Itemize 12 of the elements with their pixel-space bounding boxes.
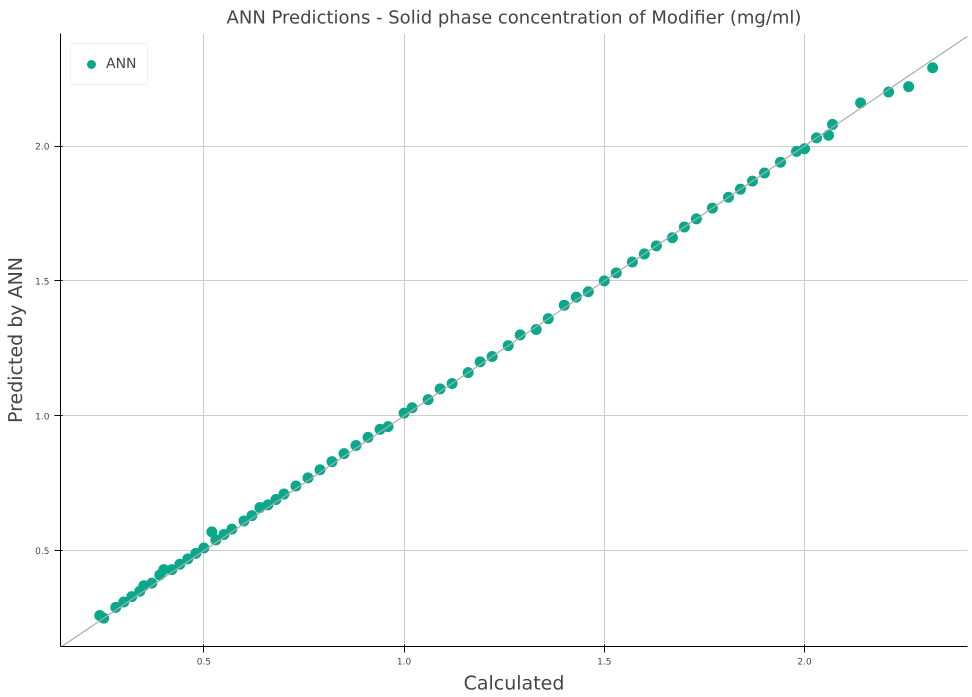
legend-label: ANN [106, 56, 137, 72]
x-tick-label: 1.5 [597, 658, 612, 668]
x-tick-label: 2.0 [797, 658, 812, 668]
chart-title: ANN Predictions - Solid phase concentration of Modifier (mg/ml) [226, 8, 802, 28]
y-tick-label: 2.0 [35, 142, 50, 153]
y-tick-label: 1.0 [35, 412, 50, 422]
x-axis-title: Calculated [464, 672, 564, 694]
y-tick-label: 0.5 [35, 547, 50, 558]
x-tick-label: 1.0 [396, 658, 412, 668]
y-axis-title: Predicted by ANN [5, 257, 28, 423]
y-tick-label: 1.5 [35, 277, 50, 288]
x-tick-label: 0.5 [196, 658, 212, 668]
